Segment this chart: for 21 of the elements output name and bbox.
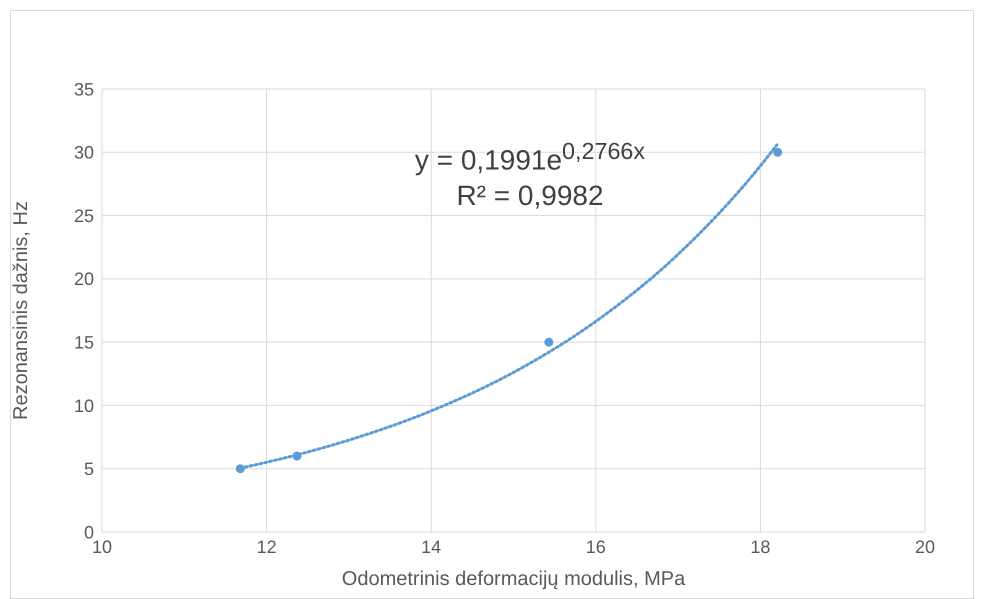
x-tick-label: 20 (914, 536, 936, 557)
y-tick-label: 5 (84, 459, 94, 480)
point (236, 464, 245, 474)
x-axis-title: Odometrinis deformacijų modulis, MPa (342, 568, 686, 590)
y-tick-label: 35 (74, 79, 94, 100)
y-tick-label: 30 (74, 142, 94, 163)
annotation: R² = 0,9982 (455, 180, 605, 212)
x-tick-label: 16 (586, 536, 606, 557)
y-tick-label: 25 (74, 206, 94, 226)
y-tick-label: 20 (74, 269, 94, 290)
y-tick-label: 15 (74, 332, 94, 353)
y-tick-label: 0 (84, 522, 94, 542)
x-tick-label: 12 (256, 536, 277, 557)
point (773, 148, 782, 157)
x-tick-label: 18 (750, 536, 770, 557)
point (544, 338, 554, 347)
y-tick-label: 10 (74, 396, 94, 416)
annotation: y = 0,1991e$^{0,2766x}$ (414, 138, 646, 176)
x-tick-label: 14 (421, 536, 442, 557)
point (292, 452, 302, 461)
y-axis-title: Rezonansinis dažnis, Hz (10, 201, 32, 420)
